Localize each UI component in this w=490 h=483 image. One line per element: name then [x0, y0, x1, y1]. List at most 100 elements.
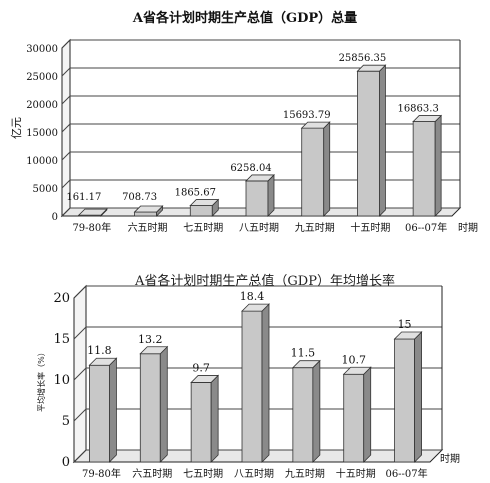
y-tick-label: 25000	[26, 72, 58, 83]
gridline-diag	[73, 367, 87, 381]
x-tick-label: 十五时期	[350, 221, 390, 234]
x-tick-label: 八五时期	[234, 468, 274, 480]
data-label: 708.73	[122, 192, 157, 203]
gridline-diag	[61, 39, 71, 49]
y-tick-label: 10000	[26, 156, 58, 167]
bar	[412, 114, 443, 217]
bar-side	[261, 303, 270, 463]
gridline-diag	[73, 449, 87, 463]
chart2-data-labels: 11.8 13.2 9.7 18.4 11.5 10.7 15	[87, 290, 411, 374]
bar-front	[301, 127, 325, 217]
gridline-diag	[61, 179, 71, 189]
bar-side	[414, 331, 422, 463]
data-label: 11.8	[87, 344, 112, 357]
chart1-x-ticks: 79-80年 六五时期 七五时期 八五时期 九五时期 十五时期 06--07年	[72, 221, 447, 234]
chart2-y-ticks: 0 5 10 15 20	[53, 291, 70, 470]
y-tick-label: 30000	[26, 44, 58, 55]
chart2-bars	[88, 303, 423, 463]
bar-side	[312, 359, 321, 463]
x-tick-label: 六五时期	[128, 222, 168, 234]
bar-side	[267, 173, 275, 217]
gridline-diag	[73, 326, 87, 340]
x-tick-label: 79-80年	[72, 221, 111, 234]
y-tick-label: 15	[53, 332, 70, 347]
bar-front	[134, 211, 157, 217]
y-tick-label: 5	[62, 414, 70, 429]
chart2-title: A省各计划时期生产总值（GDP）年均增长率	[134, 273, 395, 289]
bar-top	[139, 346, 169, 355]
chart2-x-ticks: 79-80年 六五时期 七五时期 八五时期 九五时期 十五时期 06--07年	[82, 467, 428, 480]
x-tick-label: 79-80年	[82, 467, 121, 480]
data-label: 13.2	[138, 333, 163, 346]
chart1-bars	[77, 64, 443, 217]
data-label: 161.17	[66, 192, 101, 203]
bar-top	[356, 64, 387, 72]
data-label: 9.7	[192, 361, 210, 374]
bar	[133, 205, 164, 217]
bar-top	[88, 357, 118, 366]
x-tick-label: 九五时期	[285, 468, 325, 480]
bar-front	[139, 353, 161, 463]
gridline-diag	[61, 123, 71, 133]
bar-side	[434, 114, 442, 217]
y-tick-label: 20	[53, 291, 70, 306]
bar	[393, 331, 423, 463]
chart2-x-axis-label: 时期	[440, 453, 460, 465]
chart2-y-axis-label: 平均增长率（%）	[36, 348, 46, 412]
gridline-diag	[61, 207, 71, 217]
bar-front	[241, 310, 263, 463]
bar-top	[412, 115, 443, 122]
bar-front	[89, 364, 110, 463]
x-tick-label: 八五时期	[239, 222, 279, 234]
x-tick-label: 06--07年	[385, 467, 427, 480]
bar	[139, 345, 169, 463]
bar-top	[342, 366, 372, 375]
gridline-diag	[73, 285, 87, 299]
y-tick-label: 10	[53, 373, 70, 388]
bar	[300, 121, 331, 217]
gdp-growth-chart: A省各计划时期生产总值（GDP）年均增长率 平均增长率（%） 时期 0 5 10 15…	[36, 273, 460, 480]
bar	[356, 64, 387, 217]
bar-front	[292, 367, 314, 463]
y-tick-label: 0	[52, 212, 58, 223]
bar-side	[210, 374, 219, 463]
chart1-title: A省各计划时期生产总值（GDP）总量	[132, 10, 357, 26]
bar-top	[300, 121, 331, 129]
bar-top	[190, 375, 220, 383]
bar-front	[245, 180, 269, 217]
data-label: 25856.35	[339, 53, 387, 64]
gridline-diag	[61, 151, 71, 161]
gridline-diag	[61, 95, 71, 105]
chart1-y-axis-label: 亿元	[10, 117, 23, 139]
data-label: 11.5	[291, 347, 316, 360]
bar-top	[291, 360, 321, 369]
bar	[291, 359, 321, 463]
bar	[190, 374, 220, 463]
x-tick-label: 九五时期	[295, 222, 335, 234]
gridline-diag	[61, 67, 71, 77]
y-tick-label: 20000	[26, 100, 58, 111]
gridline-diag	[73, 408, 87, 422]
data-label: 1865.67	[175, 188, 216, 199]
bar-front	[190, 382, 212, 463]
x-tick-label: 06--07年	[405, 221, 447, 234]
chart1-x-axis-label: 时期	[458, 222, 478, 234]
x-tick-label: 七五时期	[183, 468, 223, 480]
bar-front	[189, 205, 213, 217]
x-tick-label: 十五时期	[336, 467, 376, 480]
gdp-total-chart: A省各计划时期生产总值（GDP）总量 亿元 时期 0 5000 10000 15000…	[10, 10, 478, 234]
bar	[77, 208, 108, 217]
bar-front	[394, 338, 415, 463]
data-label: 15693.79	[283, 110, 331, 121]
bar-top	[241, 303, 270, 312]
bar-front	[412, 121, 436, 217]
bar-side	[159, 345, 168, 463]
data-label: 18.4	[240, 290, 265, 303]
data-label: 15	[398, 318, 412, 331]
data-label: 16863.3	[397, 104, 438, 115]
bar-top	[133, 205, 164, 213]
data-label: 6258.04	[230, 163, 271, 174]
y-tick-label: 5000	[33, 184, 58, 195]
bar	[88, 357, 118, 463]
